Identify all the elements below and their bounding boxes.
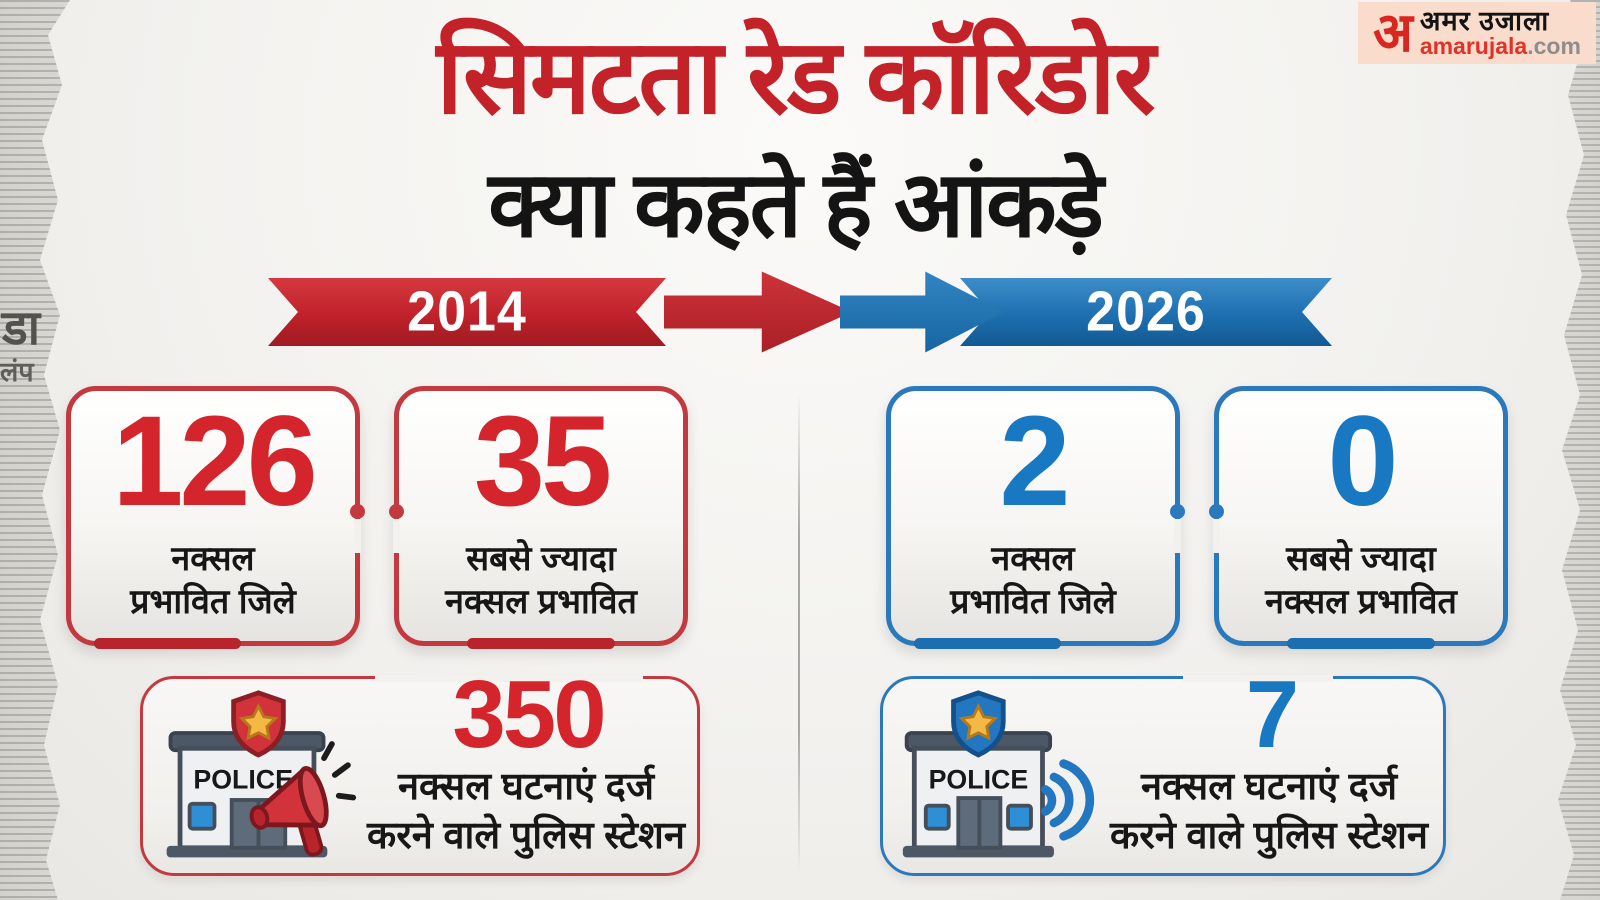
red-arrow-icon bbox=[664, 271, 852, 353]
newsprint-text-fragment: लंप bbox=[0, 357, 34, 387]
subtitle: क्या कहते हैं आंकड़े bbox=[488, 154, 1104, 256]
border-accent-bar bbox=[1287, 638, 1435, 649]
stat-value: 7 bbox=[1245, 661, 1299, 768]
border-accent-bar bbox=[913, 638, 1062, 649]
border-dot-decoration bbox=[1170, 503, 1185, 519]
border-notch-decoration bbox=[1213, 518, 1220, 553]
stat-card-2026-most-affected: 0 सबसे ज्यादा नक्सल प्रभावित bbox=[1209, 386, 1508, 649]
stat-value: 35 bbox=[473, 390, 612, 533]
stat-label: नक्सल प्रभावित जिले bbox=[950, 539, 1116, 622]
shield-icon bbox=[231, 690, 286, 758]
stat-card-2026-affected-districts: 2 नक्सल प्रभावित जिले bbox=[886, 386, 1185, 649]
brand-name: अमर उजाला bbox=[1419, 5, 1550, 36]
border-accent-bar bbox=[93, 638, 242, 649]
border-dot-decoration bbox=[350, 503, 365, 519]
stat-value: 2 bbox=[999, 390, 1070, 533]
border-notch-decoration bbox=[1174, 518, 1181, 553]
police-stations-card-2014: POLICE 350 bbox=[140, 667, 700, 876]
border-gap bbox=[1183, 675, 1333, 682]
center-divider bbox=[798, 392, 800, 874]
stat-label: सबसे ज्यादा नक्सल प्रभावित bbox=[1265, 539, 1457, 622]
amar-ujala-monogram-icon: अ bbox=[1373, 2, 1413, 64]
police-station-megaphone-icon: POLICE bbox=[159, 689, 379, 865]
border-dot-decoration bbox=[1209, 503, 1224, 519]
year-2014-label: 2014 bbox=[407, 280, 527, 344]
year-2026-label: 2026 bbox=[1086, 280, 1206, 344]
brand-url: amarujala.com bbox=[1419, 33, 1581, 60]
stat-label: नक्सल प्रभावित जिले bbox=[130, 539, 296, 622]
police-sign-label: POLICE bbox=[193, 764, 293, 794]
star-icon bbox=[238, 703, 279, 741]
megaphone-icon bbox=[249, 741, 357, 857]
border-notch-decoration bbox=[393, 518, 400, 553]
stat-card-2014-most-affected: 35 सबसे ज्यादा नक्सल प्रभावित bbox=[389, 386, 688, 649]
year-ribbon-2014: 2014 bbox=[268, 278, 666, 346]
amar-ujala-wordmark: अमर उजाला amarujala.com bbox=[1419, 5, 1581, 60]
border-notch-decoration bbox=[354, 518, 361, 553]
stat-value: 126 bbox=[112, 390, 318, 533]
police-stations-card-2026: POLICE 7 न bbox=[880, 667, 1446, 876]
stat-value: 350 bbox=[452, 661, 606, 768]
main-title: सिमटता रेड कॉरिडोर bbox=[436, 18, 1156, 136]
signal-waves-icon bbox=[1041, 759, 1095, 841]
stat-label: नक्सल घटनाएं दर्ज करने वाले पुलिस स्टेशन bbox=[367, 766, 685, 858]
stat-value: 0 bbox=[1327, 390, 1398, 533]
newsprint-headline-fragment: डा bbox=[2, 302, 43, 355]
stat-card-2014-affected-districts: 126 नक्सल प्रभावित जिले bbox=[66, 386, 365, 649]
border-gap bbox=[375, 675, 643, 682]
year-ribbon-2026: 2026 bbox=[960, 278, 1332, 346]
shield-icon bbox=[951, 690, 1006, 758]
amar-ujala-logo[interactable]: अ अमर उजाला amarujala.com bbox=[1358, 2, 1596, 64]
border-accent-bar bbox=[467, 638, 615, 649]
stat-label: नक्सल घटनाएं दर्ज करने वाले पुलिस स्टेशन bbox=[1110, 766, 1428, 858]
star-icon bbox=[958, 703, 999, 741]
police-sign-label: POLICE bbox=[929, 764, 1029, 794]
police-station-signal-icon: POLICE bbox=[899, 689, 1119, 865]
border-dot-decoration bbox=[389, 503, 404, 519]
stat-label: सबसे ज्यादा नक्सल प्रभावित bbox=[445, 539, 637, 622]
